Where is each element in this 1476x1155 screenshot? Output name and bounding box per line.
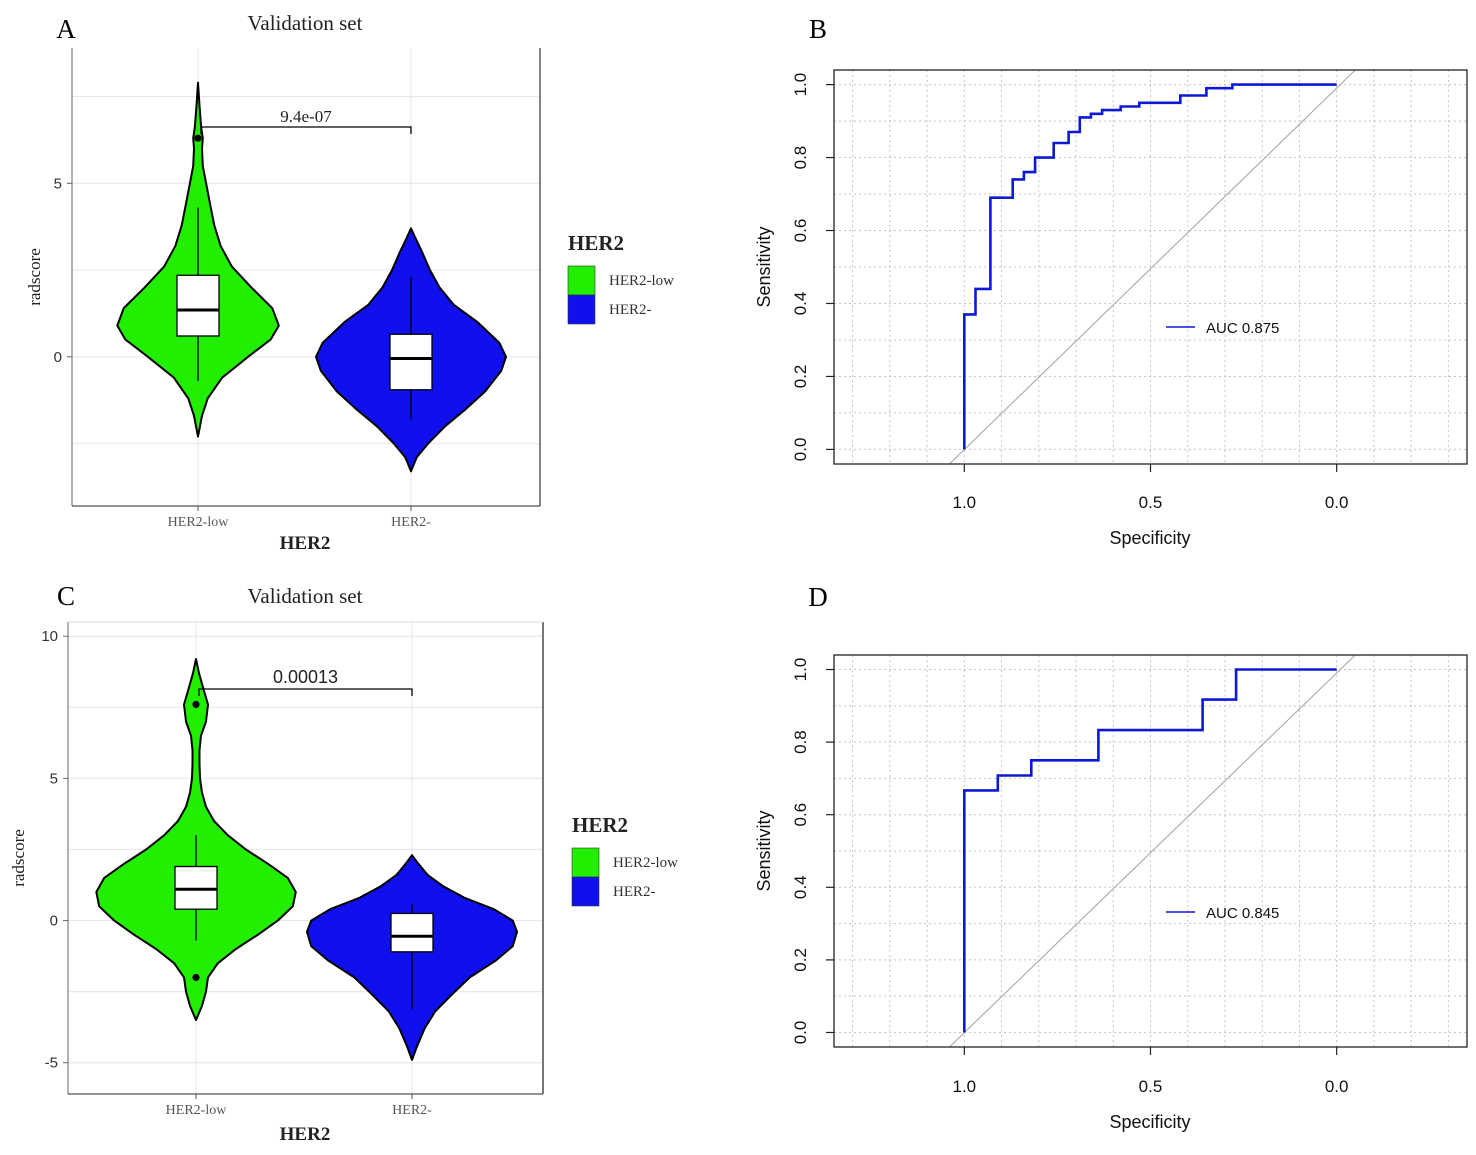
- significance-bracket: [200, 126, 412, 134]
- legend: HER2 HER2-low HER2-: [567, 231, 674, 325]
- legend-label: HER2-low: [609, 273, 674, 289]
- y-tick-label: -5: [45, 1055, 58, 1072]
- violin-plot: [63, 621, 544, 1099]
- y-tick-label: 0.4: [791, 875, 810, 899]
- significance-bracket: [198, 688, 413, 696]
- x-tick-label: 0.5: [1139, 1077, 1163, 1096]
- y-tick-label: 5: [54, 175, 62, 192]
- x-axis-title: Specificity: [1109, 1112, 1190, 1132]
- roc-curve: [963, 83, 1337, 450]
- y-tick-label: 0: [50, 913, 58, 930]
- y-tick-label: 0.8: [791, 730, 810, 754]
- legend-key-her2-low: [571, 847, 600, 878]
- outlier-point: [192, 700, 200, 709]
- diagonal-reference-line: [949, 69, 1356, 465]
- y-tick-label: 10: [41, 628, 58, 645]
- y-axis-title: Sensitivity: [754, 810, 774, 891]
- roc-curve: [963, 668, 1337, 1033]
- roc-plot: [826, 654, 1468, 1055]
- diagonal-reference-line: [949, 654, 1356, 1048]
- panel-label: D: [808, 582, 828, 612]
- x-tick-label: 1.0: [953, 1077, 977, 1096]
- y-tick-label: 0: [54, 349, 62, 366]
- box: [390, 912, 434, 953]
- legend-label: HER2-: [613, 884, 656, 900]
- y-tick-label: 0.6: [791, 803, 810, 827]
- panel-label: C: [57, 581, 75, 611]
- outlier-point: [192, 973, 200, 982]
- legend-label: HER2-: [609, 302, 652, 318]
- x-tick-label: HER2-low: [166, 1103, 228, 1118]
- legend-label: AUC 0.845: [1206, 905, 1279, 922]
- legend-title: HER2: [572, 813, 628, 837]
- legend-key-her2-low: [567, 265, 596, 296]
- y-tick-label: 0.6: [791, 219, 810, 243]
- violin-plot: [67, 48, 541, 511]
- legend-label: AUC 0.875: [1206, 320, 1279, 337]
- x-tick-label: 0.5: [1139, 493, 1163, 512]
- y-tick-label: 0.4: [791, 292, 810, 316]
- x-axis-title: HER2: [280, 1124, 331, 1145]
- box: [389, 333, 433, 391]
- x-axis-title: Specificity: [1109, 528, 1190, 548]
- p-value-label: 9.4e-07: [280, 107, 332, 126]
- y-tick-label: 1.0: [791, 73, 810, 97]
- chart-title: Validation set: [248, 584, 363, 608]
- roc-plot: [826, 69, 1468, 472]
- chart-title: Validation set: [248, 11, 363, 35]
- y-tick-label: 0.0: [791, 438, 810, 462]
- y-tick-label: 0.8: [791, 146, 810, 170]
- y-axis-title: radscore: [9, 829, 28, 887]
- legend: HER2 HER2-low HER2-: [571, 813, 678, 907]
- legend-label: HER2-low: [613, 855, 678, 871]
- x-axis-title: HER2: [280, 533, 331, 554]
- p-value-label: 0.00013: [273, 667, 338, 687]
- x-tick-label: HER2-low: [168, 515, 230, 530]
- y-axis-title: radscore: [25, 248, 44, 306]
- legend-key-her2-neg: [567, 294, 596, 325]
- x-tick-label: HER2-: [392, 1103, 432, 1118]
- legend-key-her2-neg: [571, 876, 600, 907]
- x-tick-label: 0.0: [1325, 1077, 1349, 1096]
- panel-label: B: [809, 14, 827, 44]
- x-tick-label: HER2-: [391, 515, 431, 530]
- legend: AUC 0.845: [1166, 905, 1279, 922]
- y-tick-label: 0.2: [791, 948, 810, 972]
- legend-title: HER2: [568, 231, 624, 255]
- y-tick-label: 0.2: [791, 365, 810, 389]
- x-tick-label: 1.0: [953, 493, 977, 512]
- y-axis-title: Sensitivity: [754, 226, 774, 307]
- x-tick-label: 0.0: [1325, 493, 1349, 512]
- y-tick-label: 5: [50, 770, 58, 787]
- legend: AUC 0.875: [1166, 320, 1279, 337]
- panel-label: A: [56, 14, 76, 44]
- box: [176, 274, 220, 337]
- y-tick-label: 0.0: [791, 1021, 810, 1045]
- outlier-point: [194, 134, 202, 142]
- y-tick-label: 1.0: [791, 658, 810, 682]
